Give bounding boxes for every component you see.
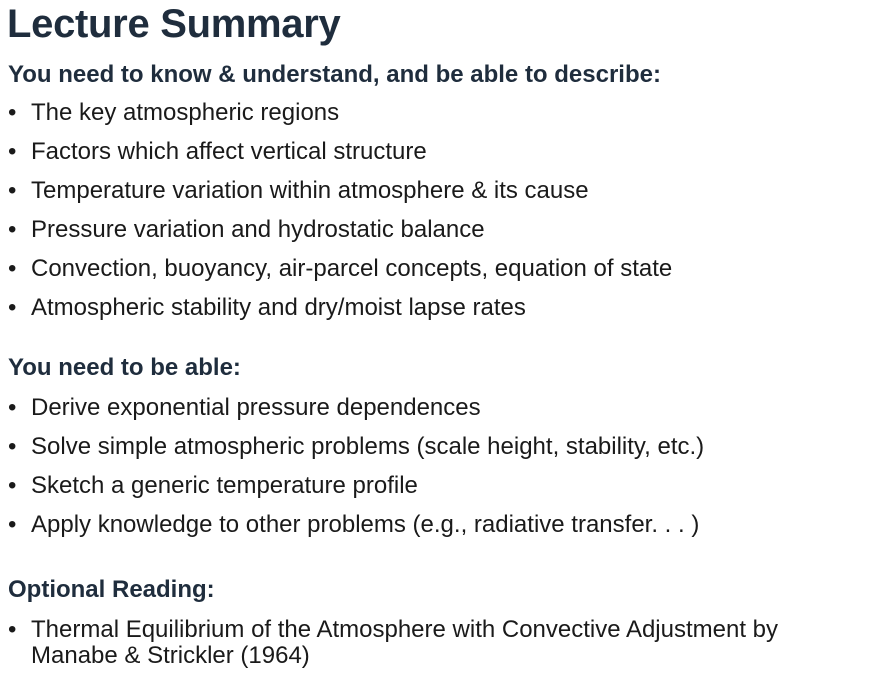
list-item-text: Convection, buoyancy, air-parcel concept… bbox=[31, 255, 673, 282]
page-title: Lecture Summary bbox=[7, 2, 341, 46]
list-item-text: Atmospheric stability and dry/moist laps… bbox=[31, 294, 526, 321]
section-heading-know: You need to know & understand, and be ab… bbox=[8, 61, 661, 88]
bullet-icon: • bbox=[8, 394, 17, 421]
section-heading-optional-reading: Optional Reading: bbox=[8, 576, 215, 603]
list-item-text: The key atmospheric regions bbox=[31, 99, 340, 126]
bullet-icon: • bbox=[8, 216, 17, 243]
list-item-text: Solve simple atmospheric problems (scale… bbox=[31, 433, 705, 460]
list-item-text: Sketch a generic temperature profile bbox=[31, 472, 418, 499]
bullet-icon: • bbox=[8, 138, 17, 165]
bullet-icon: • bbox=[8, 294, 17, 321]
bullet-icon: • bbox=[8, 433, 17, 460]
list-item: • Thermal Equilibrium of the Atmosphere w… bbox=[8, 617, 871, 669]
bullet-icon: • bbox=[8, 255, 17, 282]
list-item: • Atmospheric stability and dry/moist lap… bbox=[8, 288, 672, 327]
list-item: • Derive exponential pressure dependences bbox=[8, 388, 704, 427]
bullet-list-optional-reading: • Thermal Equilibrium of the Atmosphere w… bbox=[8, 617, 871, 669]
list-item: • Pressure variation and hydrostatic bala… bbox=[8, 210, 672, 249]
bullet-icon: • bbox=[8, 472, 17, 499]
bullet-icon: • bbox=[8, 177, 17, 204]
bullet-icon: • bbox=[8, 511, 17, 538]
section-heading-able: You need to be able: bbox=[8, 354, 241, 381]
list-item: • Apply knowledge to other problems (e.g.… bbox=[8, 505, 704, 544]
list-item: • Solve simple atmospheric problems (scal… bbox=[8, 427, 704, 466]
list-item-text: Pressure variation and hydrostatic balan… bbox=[31, 216, 485, 243]
bullet-icon: • bbox=[8, 99, 17, 126]
list-item-text: Temperature variation within atmosphere … bbox=[31, 177, 589, 204]
list-item-text: Thermal Equilibrium of the Atmosphere wi… bbox=[31, 616, 779, 669]
bullet-list-know: • The key atmospheric regions • Factors wh… bbox=[8, 93, 672, 327]
list-item: • Factors which affect vertical structure bbox=[8, 132, 672, 171]
bullet-icon: • bbox=[8, 616, 17, 643]
list-item-text: Derive exponential pressure dependences bbox=[31, 394, 481, 421]
list-item-text: Factors which affect vertical structure bbox=[31, 138, 427, 165]
list-item: • Convection, buoyancy, air-parcel concep… bbox=[8, 249, 672, 288]
list-item: • Temperature variation within atmosphere… bbox=[8, 171, 672, 210]
list-item: • The key atmospheric regions bbox=[8, 93, 672, 132]
list-item-text: Apply knowledge to other problems (e.g.,… bbox=[31, 511, 700, 538]
list-item: • Sketch a generic temperature profile bbox=[8, 466, 704, 505]
bullet-list-able: • Derive exponential pressure dependences… bbox=[8, 388, 704, 544]
